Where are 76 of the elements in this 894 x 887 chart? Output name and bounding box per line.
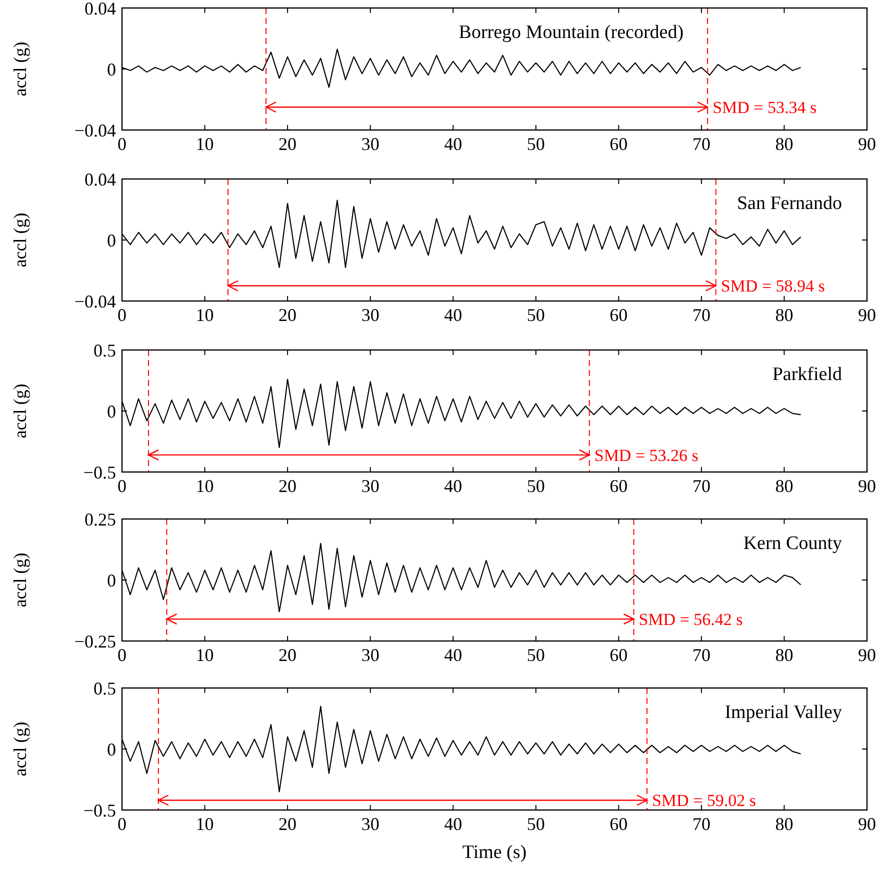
x-tick-label: 30: [361, 476, 380, 496]
y-tick-label: 0.25: [84, 509, 116, 530]
y-tick-label: 0.04: [84, 169, 116, 190]
y-tick-label: 0: [107, 570, 116, 590]
x-axis-title: Time (s): [462, 842, 527, 863]
x-tick-label: 20: [278, 134, 297, 154]
y-axis-title: accl (g): [10, 42, 30, 96]
x-tick-label: 40: [444, 814, 462, 834]
y-axis-title: accl (g): [10, 384, 30, 438]
x-tick-label: 50: [526, 814, 545, 834]
x-tick-label: 90: [858, 476, 876, 496]
x-tick-label: 40: [444, 645, 462, 665]
x-tick-label: 80: [775, 134, 794, 154]
x-tick-label: 60: [610, 814, 628, 834]
annotation: SMD = 53.34 s: [712, 98, 817, 118]
x-tick-label: 30: [361, 134, 380, 154]
x-tick-label: 90: [858, 305, 876, 325]
x-tick-label: 50: [526, 645, 545, 665]
y-tick-label: 0: [107, 230, 116, 250]
annotation: SMD = 53.26 s: [594, 446, 698, 465]
text: Imperial Valley: [724, 702, 842, 723]
y-tick-label: −0.04: [74, 120, 116, 140]
x-tick-label: 10: [196, 305, 214, 325]
y-axis-title: accl (g): [10, 212, 30, 268]
x-tick-label: 60: [610, 305, 628, 325]
x-tick-label: 30: [361, 645, 380, 665]
y-tick-label: 0.5: [94, 678, 116, 698]
x-tick-label: 50: [526, 305, 545, 325]
x-tick-label: 10: [196, 814, 214, 834]
x-tick-label: 30: [361, 814, 380, 834]
x-tick-label: 90: [858, 814, 876, 834]
y-tick-label: −0.5: [83, 800, 116, 820]
x-tick-label: 60: [610, 134, 628, 154]
x-tick-label: 90: [858, 645, 876, 665]
x-tick-label: 60: [610, 476, 628, 496]
x-tick-label: 40: [444, 134, 462, 154]
text: Parkfield: [772, 364, 842, 385]
text: Borrego Mountain (recorded): [458, 22, 684, 43]
annotation: SMD = 58.94 s: [720, 276, 825, 296]
x-tick-label: 20: [278, 305, 297, 325]
y-axis-title: accl (g): [10, 552, 30, 608]
annotation: SMD = 59.02 s: [652, 791, 756, 810]
x-tick-label: 70: [692, 134, 710, 154]
text: San Fernando: [736, 193, 842, 214]
y-tick-label: 0.04: [84, 0, 116, 18]
y-tick-label: 0.5: [94, 340, 116, 360]
y-axis-title: accl (g): [10, 722, 30, 776]
x-tick-label: 80: [775, 305, 794, 325]
x-tick-label: 30: [361, 305, 380, 325]
x-tick-label: 80: [775, 476, 794, 496]
x-tick-label: 10: [196, 476, 214, 496]
y-tick-label: −0.04: [74, 291, 116, 312]
x-tick-label: 70: [692, 814, 710, 834]
text: Kern County: [743, 533, 842, 554]
x-tick-label: 60: [610, 645, 628, 665]
annotation: SMD = 56.42 s: [638, 610, 743, 629]
x-tick-label: 20: [278, 645, 297, 665]
x-tick-label: 90: [858, 134, 876, 154]
y-tick-label: 0: [107, 59, 116, 80]
y-tick-label: −0.25: [74, 631, 116, 652]
x-tick-label: 70: [692, 305, 710, 325]
y-tick-label: −0.5: [83, 462, 116, 482]
x-tick-label: 70: [692, 476, 710, 496]
x-tick-label: 20: [278, 814, 297, 834]
x-tick-label: 40: [444, 305, 462, 325]
x-tick-label: 20: [278, 476, 297, 496]
x-tick-label: 50: [526, 476, 545, 496]
x-tick-label: 40: [444, 476, 462, 496]
x-tick-label: 10: [196, 134, 214, 154]
x-tick-label: 80: [775, 814, 794, 834]
x-tick-label: 80: [775, 645, 794, 665]
x-tick-label: 10: [196, 645, 214, 665]
x-tick-label: 70: [692, 645, 710, 665]
y-tick-label: 0: [107, 401, 116, 422]
y-tick-label: 0: [107, 739, 116, 760]
x-tick-label: 50: [526, 134, 545, 154]
